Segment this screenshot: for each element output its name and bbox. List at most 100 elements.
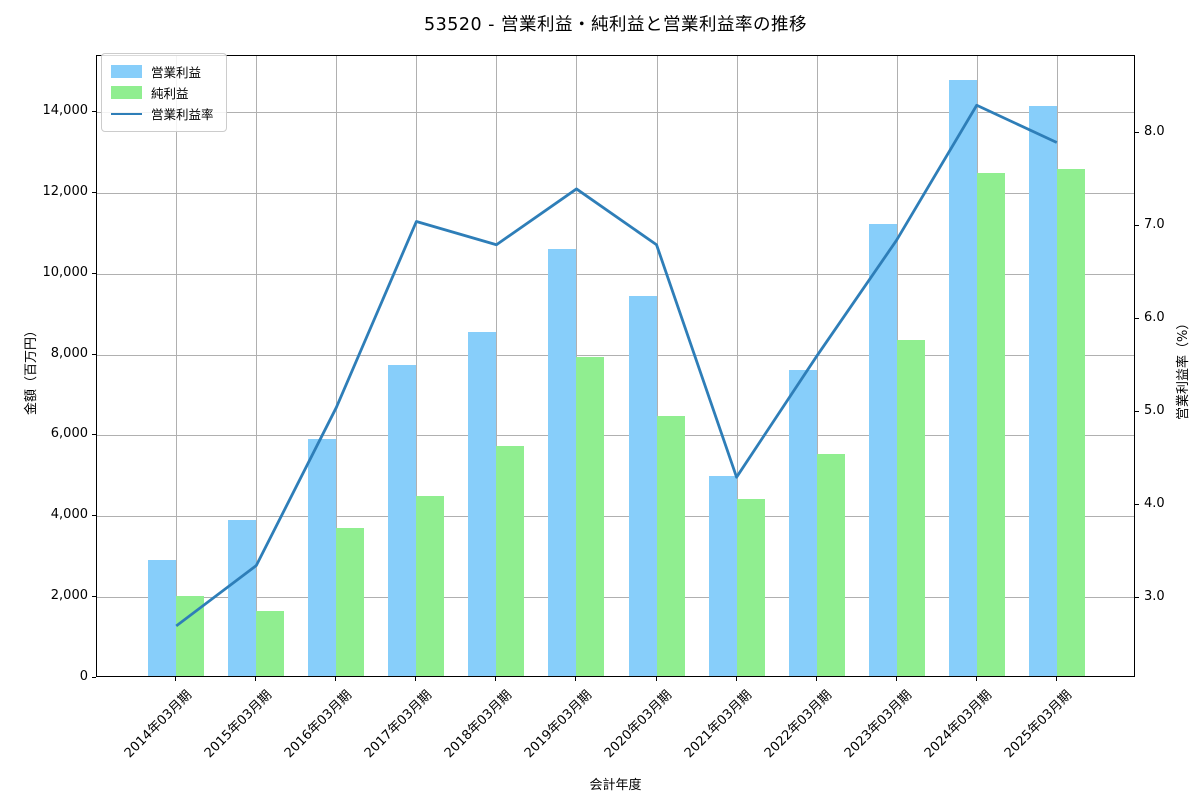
y-left-tickmark [92, 353, 96, 355]
y-left-tick-label: 8,000 [50, 345, 88, 361]
net-income-bar-2023年03月期 [896, 340, 925, 676]
x-tick-label: 2017年03月期 [361, 687, 435, 762]
legend-label-operating-margin: 営業利益率 [151, 107, 214, 122]
y-right-tick-label: 7.0 [1144, 217, 1165, 233]
legend-item-operating-margin: 営業利益率 [111, 103, 214, 124]
y-left-tick-label: 10,000 [42, 264, 89, 280]
x-tickmark [1055, 677, 1057, 681]
x-tick-label: 2024年03月期 [921, 687, 996, 762]
y-left-tickmark [92, 677, 96, 678]
x-tickmark [495, 677, 497, 681]
x-tickmark [655, 677, 657, 681]
legend-swatch-operating-income [111, 65, 142, 78]
y-axis-label-left: 金額（百万円） [24, 323, 39, 415]
operating-income-bar-2018年03月期 [468, 332, 497, 676]
legend-swatch-net-income [111, 86, 142, 99]
operating-income-bar-2025年03月期 [1028, 105, 1057, 676]
gridline-horizontal [97, 111, 1134, 113]
gridline-vertical [336, 56, 338, 676]
y-right-tickmark [1135, 225, 1139, 227]
x-axis-label: 会計年度 [589, 778, 642, 793]
gridline-horizontal [97, 354, 1134, 356]
x-tickmark [895, 677, 897, 681]
gridline-horizontal [97, 597, 1134, 599]
gridline-vertical [496, 56, 498, 676]
legend-label-net-income: 純利益 [151, 86, 189, 101]
legend-item-operating-income: 営業利益 [111, 61, 214, 82]
gridline-vertical [736, 56, 738, 676]
y-left-tick-label: 6,000 [50, 426, 88, 442]
x-tickmark [575, 677, 577, 681]
gridline-vertical [656, 56, 658, 676]
y-left-tickmark [92, 110, 96, 112]
net-income-bar-2019年03月期 [576, 357, 605, 676]
legend-item-net-income: 純利益 [111, 82, 214, 103]
x-tickmark [175, 677, 177, 681]
x-tick-label: 2020年03月期 [601, 687, 675, 762]
y-left-tick-label: 2,000 [50, 588, 88, 604]
gridline-horizontal [97, 516, 1134, 518]
x-tick-label: 2019年03月期 [521, 687, 595, 762]
gridline-horizontal [97, 192, 1134, 194]
bar-layer [97, 56, 1134, 676]
net-income-bar-2021年03月期 [736, 499, 765, 676]
net-income-bar-2024年03月期 [976, 172, 1005, 676]
x-tick-label: 2018年03月期 [441, 687, 515, 762]
net-income-bar-2017年03月期 [416, 496, 445, 676]
line-layer [175, 103, 1058, 628]
operating-income-bar-2021年03月期 [708, 475, 737, 676]
x-tickmark [975, 677, 977, 681]
y-left-tickmark [92, 191, 96, 193]
plot-area [96, 55, 1135, 677]
operating-income-bar-2017年03月期 [388, 365, 417, 676]
y-left-tick-label: 14,000 [42, 102, 89, 118]
x-tick-label: 2016年03月期 [281, 687, 355, 762]
chart-title: 53520 - 営業利益・純利益と営業利益率の推移 [423, 15, 808, 35]
net-income-bar-2022年03月期 [816, 453, 845, 676]
y-left-tickmark [92, 515, 96, 517]
gridline-vertical [816, 56, 818, 676]
operating-income-bar-2015年03月期 [228, 520, 257, 676]
y-left-tick-label: 4,000 [50, 507, 88, 523]
y-left-tick-label: 0 [79, 669, 88, 684]
operating-income-bar-2024年03月期 [948, 80, 977, 676]
y-right-tickmark [1135, 411, 1139, 413]
y-right-tickmark [1135, 597, 1139, 599]
x-tick-label: 2015年03月期 [201, 687, 275, 762]
y-left-tickmark [92, 434, 96, 436]
x-tick-label: 2022年03月期 [761, 687, 836, 762]
x-tickmark [735, 677, 737, 681]
y-left-tickmark [92, 272, 96, 274]
y-left-tick-label: 12,000 [42, 183, 89, 199]
x-tick-label: 2021年03月期 [681, 687, 756, 762]
y-right-tickmark [1135, 318, 1139, 320]
operating-income-bar-2014年03月期 [148, 559, 177, 676]
operating-income-bar-2016年03月期 [308, 439, 337, 676]
y-axis-label-right: 営業利益率（%） [1176, 316, 1191, 420]
operating-income-bar-2020年03月期 [628, 295, 657, 676]
operating-income-bar-2019年03月期 [548, 249, 577, 676]
y-right-tick-label: 5.0 [1144, 403, 1165, 419]
x-tickmark [255, 677, 257, 681]
net-income-bar-2020年03月期 [656, 415, 685, 676]
x-tickmark [815, 677, 817, 681]
y-right-tickmark [1135, 504, 1139, 506]
net-income-bar-2025年03月期 [1056, 168, 1085, 676]
net-income-bar-2015年03月期 [256, 611, 285, 676]
y-right-tickmark [1135, 132, 1139, 134]
gridline-vertical [176, 56, 178, 676]
x-tickmark [335, 677, 337, 681]
operating-margin-line [175, 103, 1058, 628]
net-income-bar-2016年03月期 [336, 527, 365, 676]
x-tick-label: 2014年03月期 [121, 687, 195, 762]
operating-income-bar-2022年03月期 [788, 369, 817, 676]
y-left-tickmark [92, 596, 96, 598]
gridline-horizontal [97, 435, 1134, 437]
gridline-vertical [256, 56, 258, 676]
x-tickmark [415, 677, 417, 681]
net-income-bar-2018年03月期 [496, 446, 525, 676]
gridline-vertical [416, 56, 418, 676]
y-right-tick-label: 3.0 [1144, 589, 1165, 605]
operating-income-bar-2023年03月期 [868, 223, 897, 676]
